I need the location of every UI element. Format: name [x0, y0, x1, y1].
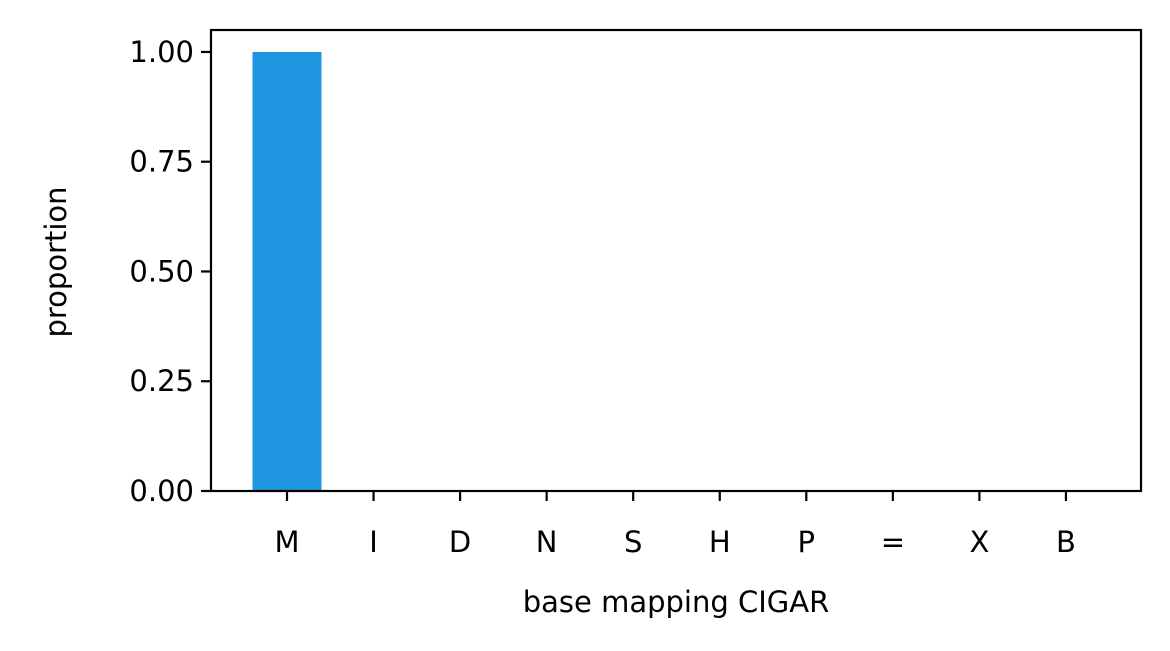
x-axis: M I D N S H P = X B [274, 491, 1076, 559]
y-tick-label: 0.75 [129, 145, 194, 179]
bar-m [252, 51, 322, 491]
y-tick-label: 0.00 [129, 474, 194, 508]
x-tick-label: I [369, 525, 378, 559]
x-tick-label: M [274, 525, 299, 559]
x-tick-label: N [536, 525, 558, 559]
y-tick-label: 1.00 [129, 35, 194, 69]
x-tick-label: X [969, 525, 989, 559]
bars-layer [252, 51, 322, 491]
x-axis-label: base mapping CIGAR [523, 585, 830, 619]
plot-frame [209, 28, 1143, 493]
x-tick-label: P [798, 525, 816, 559]
y-axis: 0.00 0.25 0.50 0.75 1.00 [129, 35, 211, 508]
y-tick-label: 0.50 [129, 254, 194, 288]
y-axis-label: proportion [39, 186, 73, 337]
x-tick-label: S [624, 525, 642, 559]
x-tick-label: H [709, 525, 731, 559]
y-tick-label: 0.25 [129, 364, 194, 398]
x-tick-label: B [1056, 525, 1076, 559]
x-tick-label: D [449, 525, 471, 559]
x-tick-label: = [881, 525, 905, 559]
